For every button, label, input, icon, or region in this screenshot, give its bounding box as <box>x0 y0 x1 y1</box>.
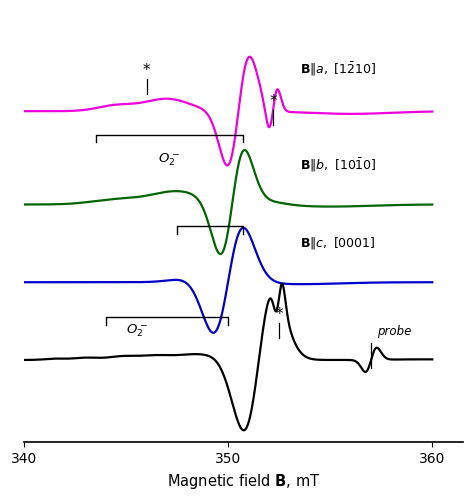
Text: $O_2^-$: $O_2^-$ <box>158 151 180 167</box>
Text: $\mathbf{B} \| c,\ [0001]$: $\mathbf{B} \| c,\ [0001]$ <box>300 234 375 250</box>
Text: probe: probe <box>377 324 411 337</box>
Text: $\mathbf{B} \| b,\ [10\bar{1}0]$: $\mathbf{B} \| b,\ [10\bar{1}0]$ <box>300 156 376 173</box>
Text: *: * <box>275 307 283 322</box>
Text: *: * <box>143 63 150 78</box>
Text: *: * <box>269 94 277 109</box>
Text: $\mathbf{B} \| a,\ [1\bar{2}10]$: $\mathbf{B} \| a,\ [1\bar{2}10]$ <box>300 61 376 78</box>
Text: $O_2^-$: $O_2^-$ <box>126 322 148 338</box>
X-axis label: Magnetic field $\mathbf{B}$, mT: Magnetic field $\mathbf{B}$, mT <box>167 471 320 490</box>
